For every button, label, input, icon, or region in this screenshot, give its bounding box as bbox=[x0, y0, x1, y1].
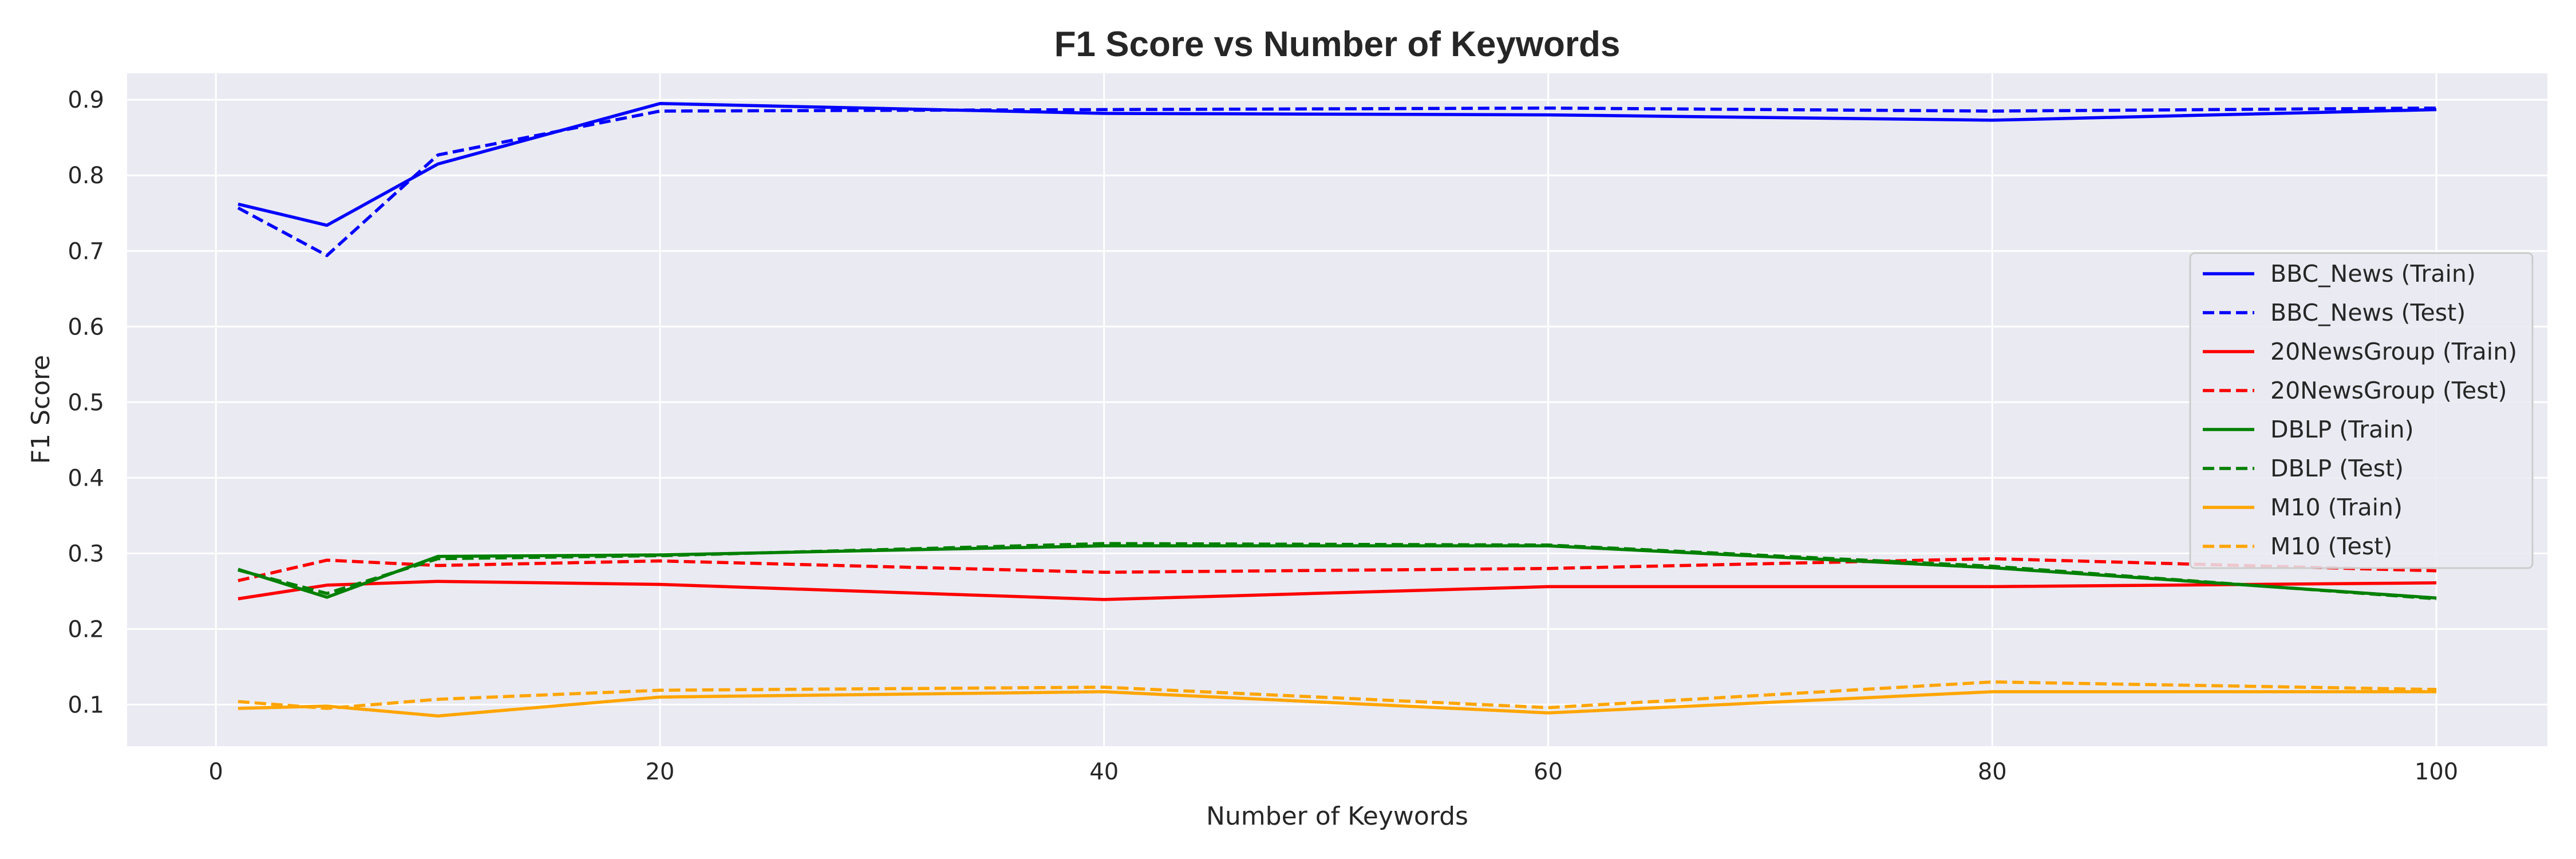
y-tick-label: 0.5 bbox=[68, 389, 104, 416]
y-grid bbox=[127, 98, 2547, 706]
legend-label-1: BBC_News (Test) bbox=[2270, 299, 2466, 326]
y-tick-label: 0.6 bbox=[68, 314, 104, 340]
legend-label-6: M10 (Train) bbox=[2270, 494, 2403, 521]
chart-title: F1 Score vs Number of Keywords bbox=[1054, 25, 1621, 64]
series-line-3 bbox=[238, 557, 2437, 582]
legend: BBC_News (Train) BBC_News (Test) 20NewsGro… bbox=[2189, 252, 2534, 569]
x-tick-labels: 0 20 40 60 80 100 bbox=[208, 759, 2458, 785]
series-line-2 bbox=[238, 580, 2437, 601]
legend-label-7: M10 (Test) bbox=[2270, 533, 2392, 560]
x-tick-label: 80 bbox=[1978, 759, 2007, 785]
plot-background bbox=[127, 73, 2547, 746]
x-tick-label: 60 bbox=[1534, 759, 1563, 785]
series-line-7 bbox=[238, 680, 2437, 710]
legend-label-5: DBLP (Test) bbox=[2270, 455, 2404, 482]
y-tick-label: 0.1 bbox=[68, 692, 104, 718]
y-tick-label: 0.3 bbox=[68, 541, 104, 567]
y-tick-label: 0.9 bbox=[68, 87, 104, 113]
legend-label-4: DBLP (Train) bbox=[2270, 416, 2414, 443]
x-tick-label: 20 bbox=[645, 759, 674, 785]
legend-box bbox=[2189, 252, 2534, 569]
x-tick-label: 100 bbox=[2415, 759, 2458, 785]
x-axis-label: Number of Keywords bbox=[1206, 802, 1468, 831]
series-layer bbox=[237, 102, 2437, 718]
x-tick-label: 0 bbox=[208, 759, 223, 785]
series-line-1 bbox=[237, 106, 2437, 257]
legend-label-3: 20NewsGroup (Test) bbox=[2270, 377, 2507, 404]
series-line-5 bbox=[238, 542, 2437, 601]
series-line-0 bbox=[238, 102, 2437, 227]
y-tick-labels: 0.1 0.2 0.3 0.4 0.5 0.6 0.7 0.8 0.9 bbox=[68, 87, 104, 718]
y-tick-label: 0.4 bbox=[68, 465, 104, 491]
x-tick-label: 40 bbox=[1089, 759, 1119, 785]
legend-label-0: BBC_News (Train) bbox=[2270, 260, 2476, 287]
legend-label-2: 20NewsGroup (Train) bbox=[2270, 338, 2517, 365]
y-tick-label: 0.2 bbox=[68, 616, 104, 643]
y-tick-label: 0.8 bbox=[68, 163, 104, 189]
y-tick-label: 0.7 bbox=[68, 238, 104, 265]
y-axis-label: F1 Score bbox=[26, 355, 56, 464]
